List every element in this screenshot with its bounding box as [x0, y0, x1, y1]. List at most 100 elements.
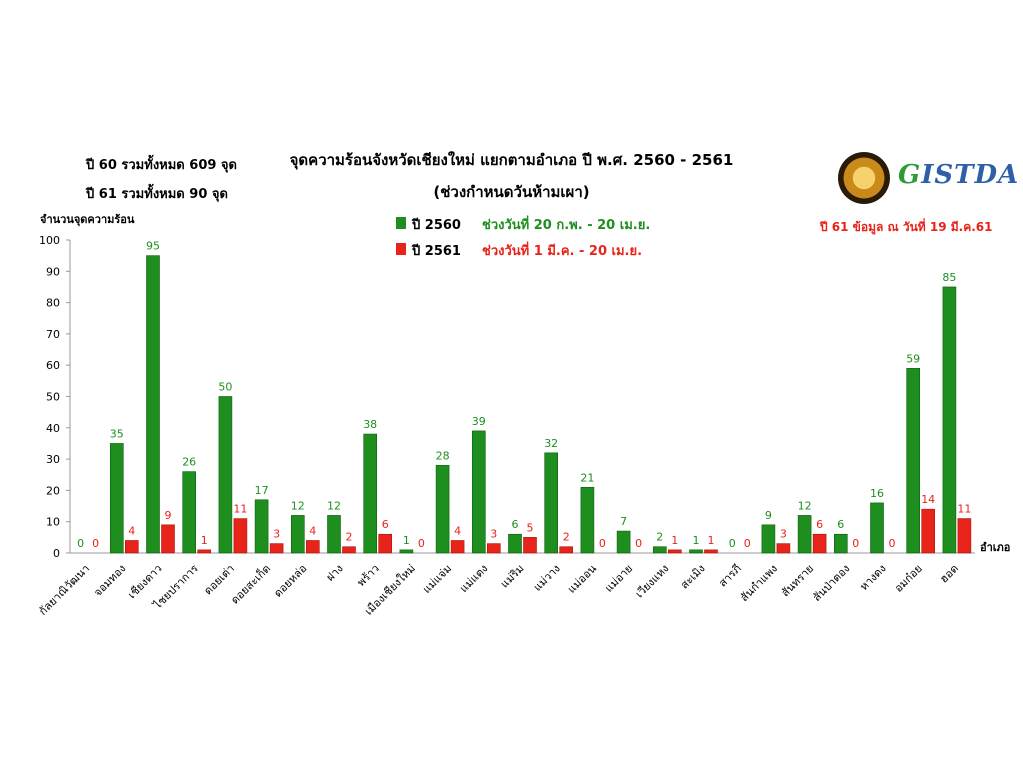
y-tick-label: 50 — [46, 391, 60, 404]
data-label-2561: 0 — [744, 537, 751, 550]
data-label-2561: 4 — [128, 524, 135, 537]
data-label-2560: 1 — [403, 534, 410, 547]
gistda-logo: GISTDA — [898, 160, 1020, 190]
bar-2561 — [812, 533, 827, 554]
data-label-2560: 28 — [436, 449, 450, 462]
data-label-2560: 12 — [291, 499, 305, 512]
bar-2560 — [906, 368, 921, 554]
data-label-2561: 4 — [309, 524, 316, 537]
bar-2561 — [161, 524, 175, 554]
x-tick-label: กัลยาณิวัฒนา — [36, 562, 92, 618]
data-label-2561: 1 — [201, 534, 208, 547]
bar-2560 — [833, 533, 848, 554]
data-label-2560: 38 — [363, 418, 377, 431]
bar-2561 — [523, 537, 537, 554]
bar-2560 — [399, 549, 414, 554]
data-label-2560: 9 — [765, 509, 772, 522]
x-tick-label: ฝาง — [324, 562, 346, 584]
y-tick-label: 0 — [53, 547, 60, 560]
bar-2561 — [197, 549, 211, 554]
data-label-2560: 0 — [77, 537, 84, 550]
bar-2560 — [544, 452, 559, 554]
data-label-2561: 1 — [671, 534, 678, 547]
x-tick-label: แม่ริม — [498, 562, 527, 591]
data-label-2561: 3 — [780, 528, 787, 541]
bar-2561 — [125, 540, 139, 554]
data-label-2561: 11 — [233, 503, 247, 516]
bar-2561 — [776, 543, 791, 554]
x-tick-label: แม่วาง — [531, 562, 563, 594]
bar-2560 — [689, 549, 703, 554]
data-label-2560: 95 — [146, 240, 160, 253]
legend-year-2560: ปี 2560 — [412, 218, 461, 233]
x-tick-label: แม่แจ่ม — [420, 562, 454, 596]
bar-2560 — [580, 486, 595, 554]
x-tick-label: เวียงแหง — [633, 562, 672, 601]
bar-2560 — [471, 430, 486, 554]
x-tick-label: สารภี — [716, 562, 744, 590]
y-tick-label: 60 — [46, 359, 60, 372]
bar-2560 — [435, 465, 450, 554]
bar-2560 — [761, 524, 776, 554]
data-label-2561: 3 — [273, 528, 280, 541]
data-label-2561: 1 — [708, 534, 715, 547]
x-tick-label: แม่อาย — [602, 562, 635, 595]
bar-2560 — [797, 515, 812, 554]
bar-2560 — [290, 515, 305, 554]
x-tick-label: สะเมิง — [678, 562, 708, 592]
data-label-2560: 39 — [472, 415, 486, 428]
bar-2561 — [921, 508, 936, 554]
data-label-2560: 2 — [656, 531, 663, 544]
data-label-2561: 0 — [635, 537, 642, 550]
y-tick-label: 10 — [46, 516, 60, 529]
data-label-2560: 85 — [942, 271, 956, 284]
data-date-note: ปี 61 ข้อมูล ณ วันที่ 19 มี.ค.61 — [820, 220, 993, 234]
data-label-2561: 0 — [418, 537, 425, 550]
bar-2560 — [508, 533, 522, 554]
y-tick-label: 70 — [46, 328, 60, 341]
bar-2561 — [342, 546, 356, 554]
bar-2560 — [146, 255, 160, 554]
bar-2561 — [667, 549, 682, 554]
total-2560: ปี 60 รวมทั้งหมด 609 จุด — [86, 158, 237, 173]
data-label-2560: 1 — [693, 534, 700, 547]
data-label-2561: 9 — [165, 509, 172, 522]
data-label-2560: 59 — [906, 352, 920, 365]
legend-swatch-2560 — [396, 217, 406, 229]
institution-seal-logo — [838, 152, 890, 204]
total-2561: ปี 61 รวมทั้งหมด 90 จุด — [86, 187, 228, 202]
data-label-2560: 0 — [729, 537, 736, 550]
x-tick-label: ฮอด — [937, 562, 961, 586]
bar-2560 — [870, 502, 884, 554]
bar-2561 — [305, 540, 320, 554]
y-tick-label: 100 — [39, 234, 60, 247]
bar-2560 — [942, 286, 957, 554]
bar-2561 — [957, 518, 972, 554]
data-label-2560: 21 — [580, 471, 594, 484]
bar-2560 — [254, 499, 269, 554]
data-label-2561: 2 — [563, 531, 570, 544]
data-label-2561: 3 — [490, 528, 497, 541]
data-label-2561: 14 — [921, 493, 935, 506]
bar-2560 — [110, 443, 124, 554]
x-tick-label: สันป่าตอง — [810, 562, 852, 604]
data-label-2560: 7 — [620, 515, 627, 528]
x-tick-label: แม่แตง — [457, 562, 490, 595]
data-label-2561: 0 — [599, 537, 606, 550]
chart-title: จุดความร้อนจังหวัดเชียงใหม่ แยกตามอำเภอ … — [289, 151, 734, 169]
data-label-2560: 6 — [512, 518, 519, 531]
legend-period-2561: ช่วงวันที่ 1 มี.ค. - 20 เม.ย. — [482, 244, 643, 259]
data-label-2560: 12 — [327, 499, 341, 512]
bar-2561 — [450, 540, 465, 554]
bar-2560 — [616, 530, 631, 554]
x-tick-label: ดอยเต่า — [201, 562, 237, 598]
data-label-2560: 26 — [182, 456, 196, 469]
data-label-2561: 6 — [382, 518, 389, 531]
data-label-2560: 16 — [870, 487, 884, 500]
data-label-2561: 0 — [852, 537, 859, 550]
x-tick-label: สันกำแพง — [738, 562, 780, 604]
y-tick-label: 30 — [46, 453, 60, 466]
data-label-2561: 2 — [346, 531, 353, 544]
data-label-2560: 35 — [110, 427, 124, 440]
bar-2560 — [363, 433, 378, 554]
